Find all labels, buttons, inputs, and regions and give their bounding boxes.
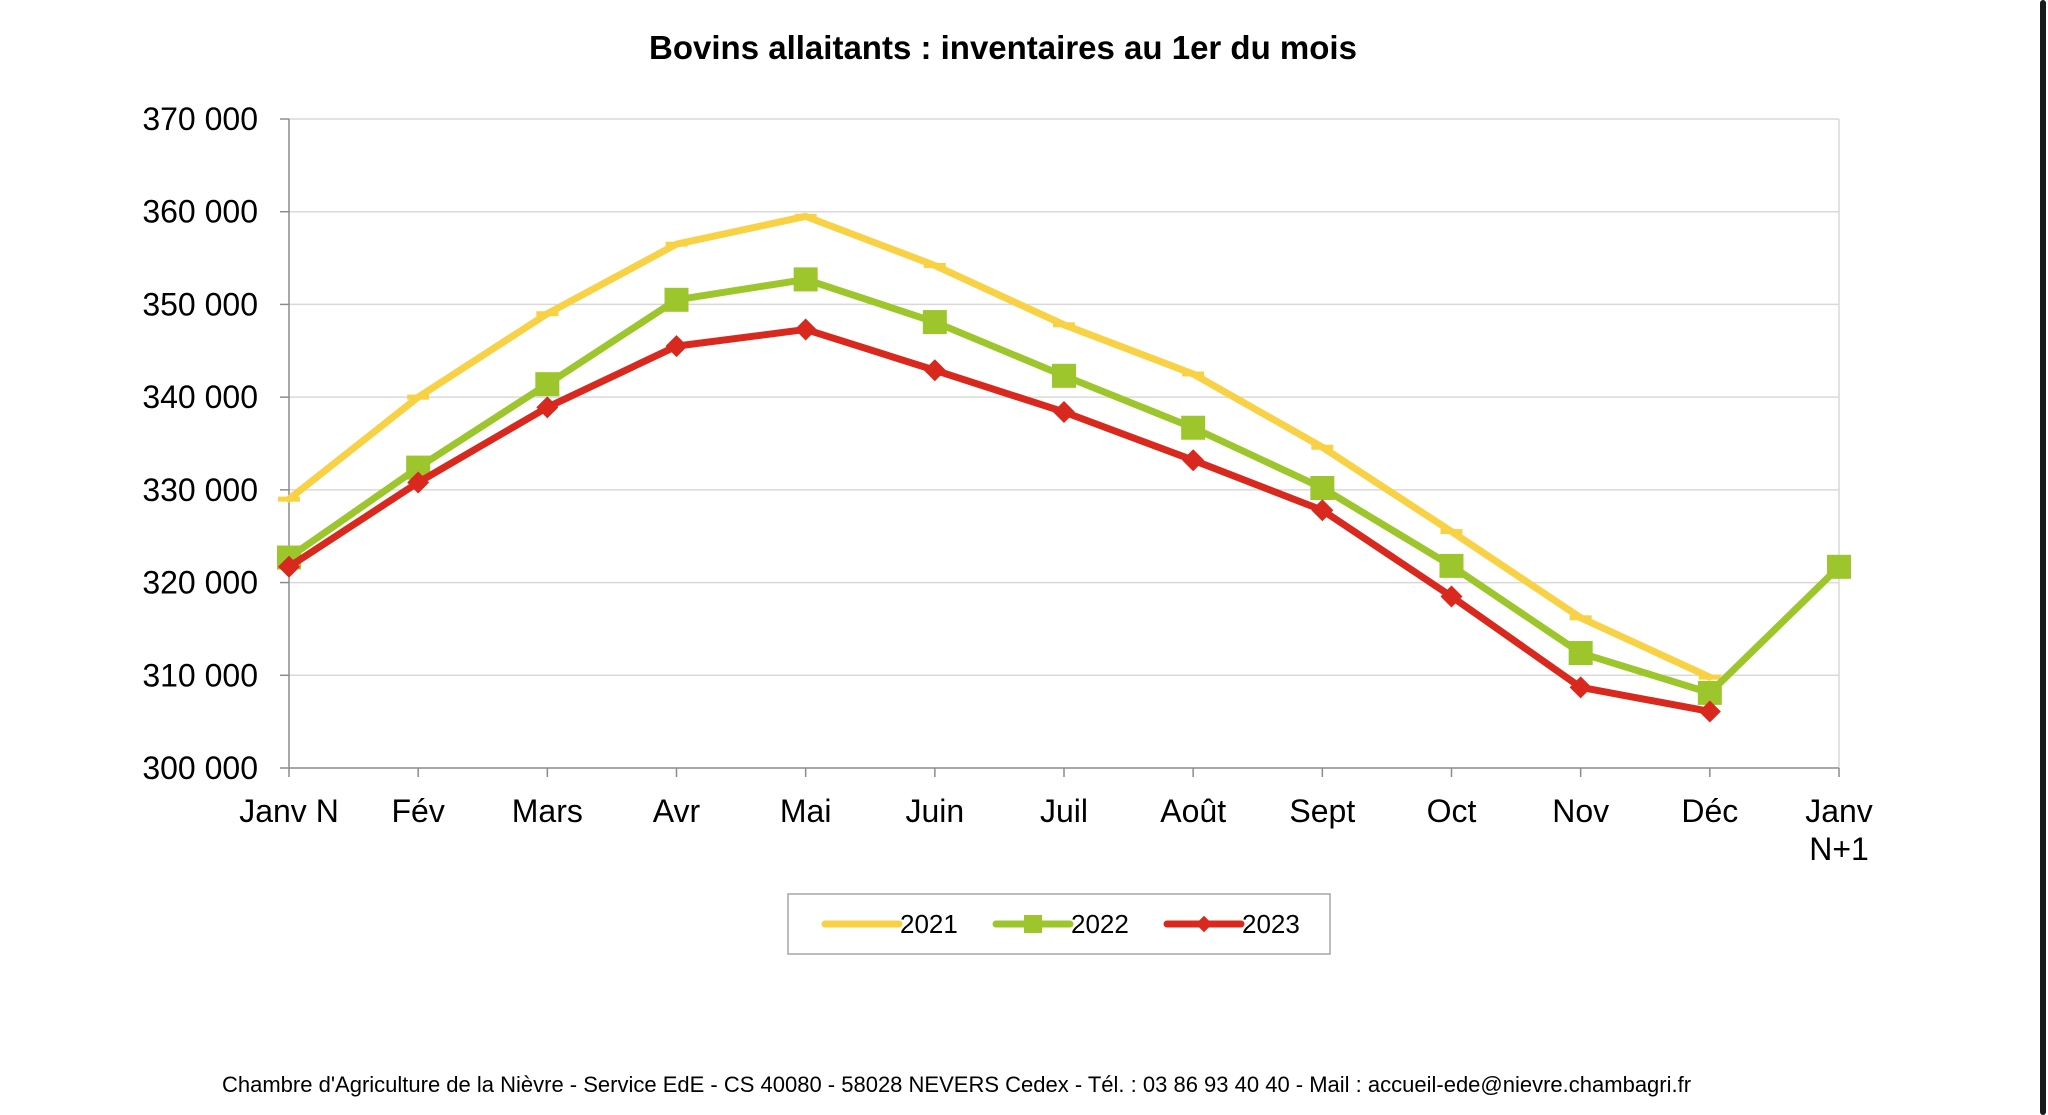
legend-label: 2022: [1071, 909, 1129, 939]
data-point: [1311, 499, 1334, 522]
x-tick-label: Oct: [1427, 793, 1477, 829]
x-tick-label: Août: [1160, 793, 1226, 829]
data-point: [278, 555, 300, 578]
axes: [288, 119, 1839, 769]
legend: 2021 2022 2023: [787, 893, 1331, 955]
legend-label: 2023: [1242, 909, 1300, 939]
chart-title: Bovins allaitants : inventaires au 1er d…: [649, 29, 1357, 66]
y-tick-label: 320 000: [142, 565, 258, 601]
x-tick-label: Janv N+1: [1805, 793, 1873, 867]
data-point: [1024, 915, 1042, 933]
data-point: [1827, 554, 1851, 579]
y-tick-label: 310 000: [142, 657, 258, 693]
data-point: [407, 471, 430, 494]
x-tick-label: Nov: [1552, 793, 1609, 829]
x-tick-label: Mars: [512, 793, 583, 829]
data-point: [665, 241, 688, 247]
data-point: [794, 213, 817, 219]
data-point: [536, 396, 559, 419]
y-tick-label: 370 000: [142, 101, 258, 137]
data-point: [278, 496, 300, 502]
data-point: [1311, 444, 1334, 450]
data-point: [535, 372, 560, 397]
scrollbar[interactable]: [2040, 0, 2046, 1115]
y-tick-label: 350 000: [142, 286, 258, 322]
series-2023: [278, 318, 1721, 723]
data-point: [1182, 449, 1205, 472]
data-point: [1182, 371, 1205, 377]
legend-item-2021: 2021: [821, 909, 958, 939]
y-axis-ticks: 300 000 310 000 320 000 330 000 340 000 350 0…: [142, 101, 289, 786]
x-axis-ticks: Janv N Fév Mars Avr Mai Juin Juil Août Sept Oct No…: [239, 768, 1873, 867]
y-tick-label: 340 000: [142, 379, 258, 415]
data-point: [1181, 415, 1206, 440]
data-point: [1698, 674, 1721, 680]
legend-item-2023: 2023: [1163, 909, 1300, 939]
data-point: [1195, 915, 1213, 933]
gridlines: [289, 118, 1840, 768]
data-point: [665, 335, 688, 358]
legend-item-2022: 2022: [992, 909, 1129, 939]
series-line: [285, 325, 1714, 715]
data-point: [1698, 700, 1721, 723]
data-point: [793, 267, 818, 292]
data-point: [1052, 363, 1076, 388]
data-point: [1053, 322, 1075, 328]
y-tick-label: 330 000: [142, 472, 258, 508]
data-point: [1440, 585, 1463, 608]
legend-label: 2021: [900, 909, 958, 939]
x-tick-label: Mai: [780, 793, 832, 829]
data-point: [794, 318, 817, 341]
x-tick-label: Juil: [1040, 793, 1088, 829]
y-tick-label: 300 000: [142, 750, 258, 786]
data-point: [664, 287, 689, 312]
data-point: [1569, 615, 1592, 621]
x-tick-label: Juin: [905, 793, 964, 829]
x-tick-label: Avr: [653, 793, 701, 829]
series-group: [277, 212, 1851, 723]
data-point: [1440, 529, 1463, 535]
x-tick-label: Sept: [1289, 793, 1355, 829]
data-point: [923, 262, 946, 268]
x-tick-label: Fév: [391, 793, 444, 829]
data-point: [1310, 476, 1335, 501]
data-point: [922, 310, 947, 335]
data-point: [1568, 641, 1593, 666]
y-tick-label: 360 000: [142, 194, 258, 230]
series-line: [285, 212, 1714, 681]
x-tick-label: Janv N: [239, 793, 339, 829]
footer-contact: Chambre d'Agriculture de la Nièvre - Ser…: [222, 1072, 1692, 1097]
data-point: [1439, 553, 1464, 578]
data-point: [407, 394, 430, 400]
data-point: [923, 359, 946, 382]
data-point: [536, 311, 559, 317]
x-tick-label: Déc: [1681, 793, 1738, 829]
series-2021: [278, 212, 1721, 681]
data-point: [1569, 676, 1592, 699]
data-point: [1053, 400, 1075, 423]
